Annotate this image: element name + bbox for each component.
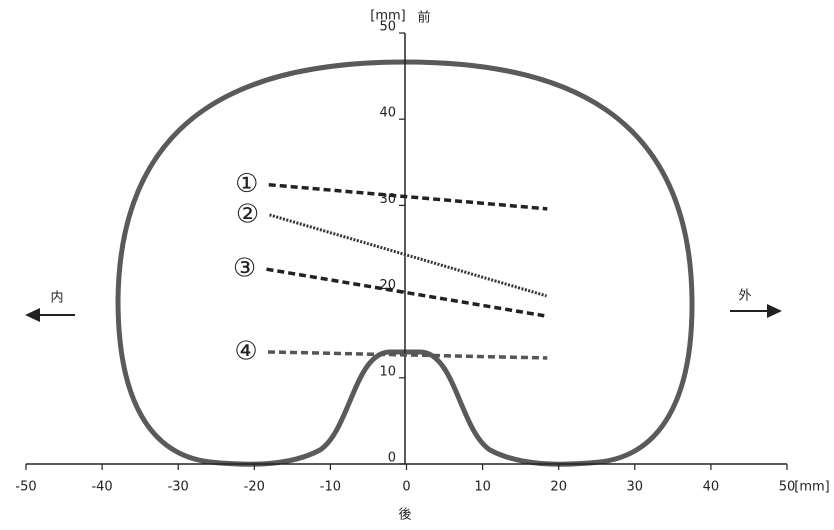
- series-label: ①: [235, 169, 258, 199]
- x-tick-label: -50: [15, 480, 36, 495]
- x-tick-label: -20: [244, 480, 265, 495]
- series-line: [269, 213, 547, 298]
- x-tick-label: 40: [703, 480, 720, 495]
- series-line: [267, 350, 548, 360]
- x-tick-label: 20: [550, 480, 567, 495]
- outer-arrow-head: [767, 304, 782, 318]
- y-tick-label: 40: [379, 106, 396, 121]
- inner-label: 内: [50, 290, 63, 306]
- x-tick-label: 10: [474, 480, 491, 495]
- x-tick-label: 30: [627, 480, 644, 495]
- y-tick-label: 50: [379, 20, 396, 35]
- outer-label: 外: [738, 289, 751, 304]
- y-tick-label: 0: [388, 451, 396, 466]
- inner-arrow-head: [25, 308, 40, 322]
- x-tick-label: 0: [402, 480, 410, 495]
- x-tick-label: -40: [91, 480, 112, 495]
- series-line: [266, 267, 545, 318]
- x-axis-label: [mm]: [794, 480, 829, 495]
- y-axis-label: [mm]: [370, 9, 405, 24]
- front-label: 前: [417, 10, 430, 26]
- series-label: ④: [234, 336, 257, 366]
- back-label: 後: [398, 508, 411, 523]
- series-label: ③: [233, 254, 256, 284]
- series-label: ②: [236, 199, 259, 229]
- series-line: [268, 182, 548, 211]
- y-tick-label: 10: [379, 364, 396, 379]
- x-tick-label: -10: [320, 480, 341, 495]
- x-tick-label: -30: [168, 480, 189, 495]
- x-tick-label: 50: [779, 480, 796, 495]
